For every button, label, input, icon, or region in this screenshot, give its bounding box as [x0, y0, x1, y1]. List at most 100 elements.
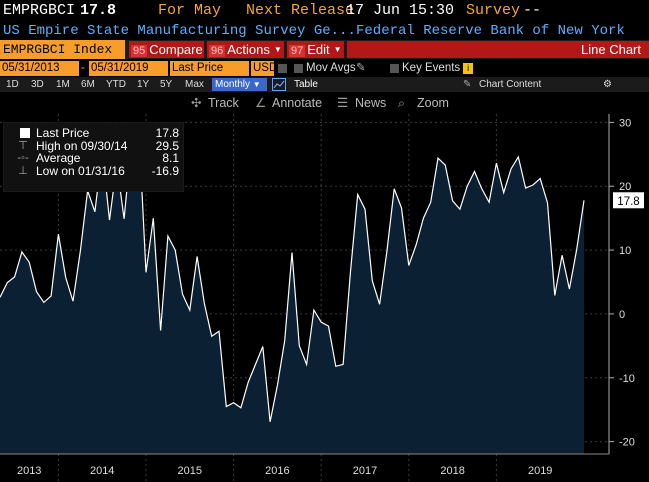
ticker-field[interactable]: EMPRGBCI Index [0, 40, 125, 59]
key-events-checkbox[interactable] [390, 64, 399, 73]
edit-label: Edit [307, 42, 330, 57]
survey-value: -- [523, 2, 542, 19]
y-axis: 30 20 10 0 -10 -20 [608, 114, 635, 454]
gear-icon[interactable]: ⚙ [603, 79, 612, 90]
y-tick-label: 0 [619, 309, 625, 321]
chevron-down-icon: ▼ [333, 45, 342, 54]
high-marker-icon: ⊤ [18, 139, 28, 152]
date-separator: - [81, 62, 85, 74]
next-release-label: Next Release [246, 2, 355, 19]
start-date-field[interactable]: 05/31/2013 [0, 61, 79, 76]
mov-avgs-checkbox[interactable] [294, 64, 303, 73]
x-tick-label: 2017 [353, 465, 377, 477]
y-tick-label: -10 [619, 373, 635, 385]
source-name: Federal Reserve Bank of New York [356, 23, 625, 39]
legend-last-price: Last Price 17.8 [4, 127, 183, 140]
chevron-down-icon: ▼ [273, 45, 282, 54]
ticker-label: EMPRGBCI [3, 2, 76, 19]
frequency-label: Monthly [215, 79, 251, 90]
x-tick-label: 2016 [265, 465, 289, 477]
end-date-field[interactable]: 05/31/2019 [89, 61, 168, 76]
actions-button[interactable]: 96 Actions ▼ [207, 41, 284, 58]
white-square-icon [20, 128, 30, 138]
track-icon: ✣ [191, 96, 202, 110]
last-value-box [613, 192, 644, 209]
mov-avgs-label: Mov Avgs [306, 62, 356, 74]
period-1y[interactable]: 1Y [137, 79, 150, 90]
edit-num: 97 [289, 45, 306, 57]
y-tick-label: -20 [619, 437, 635, 449]
y-tick-label: 30 [619, 117, 631, 129]
toolbar-filler: Line Chart [347, 41, 649, 58]
legend-average-label: Average [36, 151, 81, 165]
annotate-icon: ∠ [255, 96, 267, 110]
legend-low-label: Low on 01/31/16 [36, 163, 125, 178]
info-icon[interactable]: i [463, 63, 474, 74]
legend-low-value: -16.9 [151, 163, 179, 178]
y-tick-label: 20 [619, 181, 631, 193]
frequency-selector[interactable]: Monthly ▼ [212, 78, 267, 91]
news-button[interactable]: News [355, 96, 387, 110]
header-row: EMPRGBCI 17.8 For May Next Release 17 Ju… [0, 0, 649, 22]
field-selector[interactable]: Last Price [170, 61, 249, 76]
period-5y[interactable]: 5Y [160, 79, 173, 90]
last-value-marker: 17.8 [613, 192, 644, 209]
line-chart-icon[interactable] [272, 78, 286, 91]
period-3d[interactable]: 3D [31, 79, 44, 90]
last-value: 17.8 [80, 2, 117, 19]
key-events-label: Key Events i [402, 60, 474, 77]
chevron-down-icon: ▼ [252, 80, 261, 89]
news-icon: ☰ [337, 96, 349, 110]
period-label: For May [158, 2, 222, 19]
edit-pencil-icon[interactable]: ✎ [463, 79, 472, 90]
zoom-button[interactable]: Zoom [417, 96, 449, 110]
currency-selector[interactable]: USD [251, 61, 278, 76]
compare-button[interactable]: 95 Compare [129, 41, 204, 58]
period-1d[interactable]: 1D [6, 79, 19, 90]
currency-dropdown-icon[interactable] [278, 64, 287, 73]
pencil-icon[interactable]: ✎ [356, 62, 366, 74]
average-marker-icon: -◦- [17, 152, 29, 164]
series-area [0, 125, 584, 454]
chart-content-button[interactable]: Chart Content [479, 79, 542, 90]
x-axis: 2013 2014 2015 2016 2017 2018 2019 [0, 453, 609, 477]
period-ytd[interactable]: YTD [106, 79, 126, 90]
x-tick-label: 2013 [17, 465, 41, 477]
compare-num: 95 [131, 45, 148, 57]
period-6m[interactable]: 6M [81, 79, 95, 90]
legend-average-value: 8.1 [162, 151, 179, 165]
annotate-button[interactable]: Annotate [272, 96, 323, 110]
x-tick-label: 2019 [528, 465, 552, 477]
table-button[interactable]: Table [294, 79, 318, 90]
chart-legend: Last Price 17.8 ⊤ High on 09/30/14 29.5 … [3, 122, 184, 192]
toolbar: EMPRGBCI Index 95 Compare 96 Actions ▼ 97 Ed… [0, 40, 649, 59]
zoom-icon: ⌕ [398, 96, 406, 110]
low-marker-icon: ⊥ [18, 164, 28, 177]
legend-low: ⊥ Low on 01/31/16 -16.9 [4, 163, 183, 178]
period-row: 1D 3D 1M 6M YTD 1Y 5Y Max Monthly ▼ Tabl… [0, 77, 649, 92]
survey-label: Survey [466, 2, 521, 19]
security-row: US Empire State Manufacturing Survey Ge.… [0, 22, 649, 40]
x-tick-label: 2014 [90, 465, 114, 477]
period-max[interactable]: Max [185, 79, 204, 90]
legend-high: ⊤ High on 09/30/14 29.5 [4, 138, 183, 153]
actions-num: 96 [209, 45, 226, 57]
next-release-value: 17 Jun 15:30 [346, 2, 455, 19]
y-tick-label: 10 [619, 245, 631, 257]
edit-button[interactable]: 97 Edit ▼ [287, 41, 344, 58]
legend-average: -◦- Average 8.1 [4, 152, 183, 165]
actions-label: Actions [227, 42, 270, 57]
settings-row: 05/31/2013 - 05/31/2019 Last Price USD M… [0, 60, 649, 77]
legend-last-price-label: Last Price [36, 126, 90, 140]
period-1m[interactable]: 1M [56, 79, 70, 90]
x-tick-label: 2015 [178, 465, 202, 477]
chart-tools-row: ✣ Track ∠ Annotate ☰ News ⌕ Zoom [0, 92, 649, 114]
track-button[interactable]: Track [208, 96, 239, 110]
legend-last-price-value: 17.8 [155, 126, 179, 140]
compare-label: Compare [149, 42, 203, 57]
chart-type-label[interactable]: Line Chart [581, 42, 641, 57]
legend-high-label: High on 09/30/14 [36, 138, 128, 153]
security-name[interactable]: US Empire State Manufacturing Survey Ge.… [3, 23, 356, 39]
x-tick-label: 2018 [440, 465, 464, 477]
